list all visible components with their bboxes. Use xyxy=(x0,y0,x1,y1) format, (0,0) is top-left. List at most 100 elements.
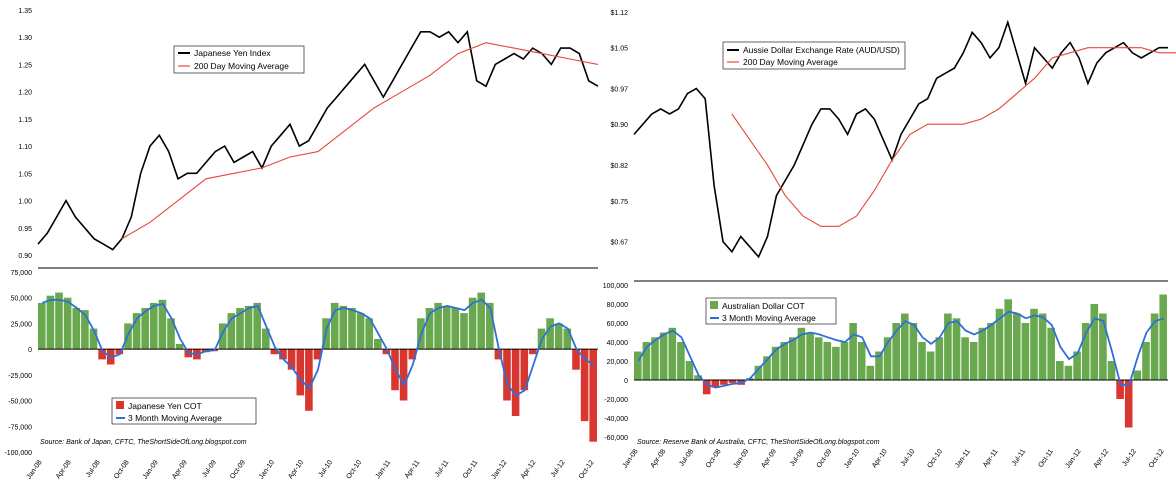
cot-bar xyxy=(883,337,892,381)
y-tick-label: -25,000 xyxy=(8,373,32,380)
cot-bar xyxy=(866,365,875,381)
x-tick-label: Apr-11 xyxy=(404,459,422,480)
x-tick-label: Jan-11 xyxy=(375,459,393,480)
cot-bar xyxy=(728,380,737,383)
cot-bar xyxy=(460,313,468,350)
cot-bar xyxy=(511,349,520,416)
cot-bar xyxy=(935,337,944,381)
cot-bar xyxy=(399,349,408,401)
x-tick-label: Jul-11 xyxy=(1011,448,1027,467)
x-tick-label: Jul-12 xyxy=(1121,448,1138,468)
cot-bar xyxy=(554,323,563,350)
y-tick-label: 60,000 xyxy=(607,321,629,328)
y-tick-label: 1.05 xyxy=(18,171,32,178)
y-tick-label: 1.35 xyxy=(18,8,32,15)
cot-bar xyxy=(840,342,849,380)
cot-bar xyxy=(227,313,236,350)
x-tick-label: Jan-10 xyxy=(843,448,861,470)
x-tick-label: Apr-08 xyxy=(55,459,73,480)
cot-bar xyxy=(763,356,771,381)
cot-bar xyxy=(89,328,98,350)
x-tick-label: Apr-09 xyxy=(171,459,189,480)
cot-bar xyxy=(694,375,702,381)
x-tick-label: Jul-09 xyxy=(789,448,806,468)
cot-bar xyxy=(1142,342,1150,380)
aud-cot-legend: Australian Dollar COT 3 Month Moving Ave… xyxy=(705,297,837,325)
cot-bar xyxy=(1056,361,1064,380)
cot-bar xyxy=(365,318,373,350)
cot-bar xyxy=(374,338,382,350)
cot-bar xyxy=(797,327,806,381)
cot-bar xyxy=(279,349,287,360)
cot-bar xyxy=(81,310,89,350)
cot-bar xyxy=(651,337,659,381)
price-series-line xyxy=(633,19,1168,259)
cot-bar xyxy=(1030,308,1038,381)
y-tick-label: 75,000 xyxy=(11,270,33,277)
source-note-right: Source: Reserve Bank of Australia, CFTC,… xyxy=(637,439,880,446)
cot-bar xyxy=(236,308,244,350)
cot-bar xyxy=(305,349,313,411)
cot-bar xyxy=(339,305,348,350)
cot-bar xyxy=(814,337,823,381)
cot-bar xyxy=(348,308,356,350)
y-tick-label: $1.05 xyxy=(610,46,628,53)
legend-label: 200 Day Moving Average xyxy=(743,57,838,67)
moving-average-line xyxy=(731,47,1176,227)
x-tick-label: Apr-09 xyxy=(760,448,778,469)
cot-bar xyxy=(451,308,460,350)
y-tick-label: 40,000 xyxy=(607,340,629,347)
y-tick-label: 0.95 xyxy=(18,226,32,233)
cot-bar xyxy=(634,351,642,380)
cot-bar xyxy=(115,349,124,355)
cot-bar xyxy=(486,302,494,350)
cot-bar xyxy=(711,380,720,388)
y-tick-label: 100,000 xyxy=(603,283,628,290)
cot-bar xyxy=(849,323,857,380)
cot-bar xyxy=(442,305,451,350)
cot-bar xyxy=(1150,313,1159,380)
cot-bar xyxy=(1116,380,1124,399)
jpy-cot-legend: Japanese Yen COT 3 Month Moving Average xyxy=(111,397,257,425)
cot-bar xyxy=(132,313,141,350)
cot-bar xyxy=(330,302,339,350)
cot-bar xyxy=(382,349,391,355)
cot-bar xyxy=(98,349,106,360)
cot-bar xyxy=(572,349,580,370)
y-tick-label: 25,000 xyxy=(11,321,33,328)
cot-bar xyxy=(520,349,529,391)
y-tick-label: -40,000 xyxy=(604,416,628,423)
cot-bar xyxy=(668,327,677,381)
x-tick-label: Jan-09 xyxy=(142,459,160,481)
x-tick-label: Oct-10 xyxy=(926,448,944,469)
y-tick-label: 0 xyxy=(28,347,32,354)
source-note-left: Source: Bank of Japan, CFTC, TheShortSid… xyxy=(40,439,247,446)
cot-bar xyxy=(780,342,788,380)
y-tick-label: $0.90 xyxy=(610,122,628,129)
y-tick-label: -100,000 xyxy=(4,450,32,457)
cot-bar xyxy=(253,302,261,350)
cot-bar xyxy=(892,323,900,380)
price-series-line xyxy=(37,30,599,251)
cot-bar xyxy=(901,313,909,380)
x-tick-label: Jul-10 xyxy=(900,448,917,468)
y-tick-label: 1.00 xyxy=(18,199,32,206)
cot-bar xyxy=(313,349,322,360)
x-tick-label: Apr-12 xyxy=(520,459,538,480)
x-tick-label: Jan-08 xyxy=(26,459,44,481)
cot-bar xyxy=(262,328,270,350)
x-tick-label: Jul-09 xyxy=(201,459,218,479)
x-tick-label: Oct-10 xyxy=(345,459,363,480)
x-tick-label: Jul-08 xyxy=(85,459,102,479)
x-tick-label: Jul-12 xyxy=(550,459,567,479)
y-tick-label: 0.90 xyxy=(18,253,32,260)
cot-bar xyxy=(425,308,434,350)
cot-bar xyxy=(546,318,554,350)
legend-label: Japanese Yen Index xyxy=(194,48,271,58)
cot-bar xyxy=(969,342,978,380)
cot-bar xyxy=(503,349,511,401)
cot-bar xyxy=(356,313,365,350)
y-tick-label: 0 xyxy=(624,378,628,385)
cot-bar xyxy=(987,323,995,380)
x-tick-label: Apr-10 xyxy=(287,459,305,480)
